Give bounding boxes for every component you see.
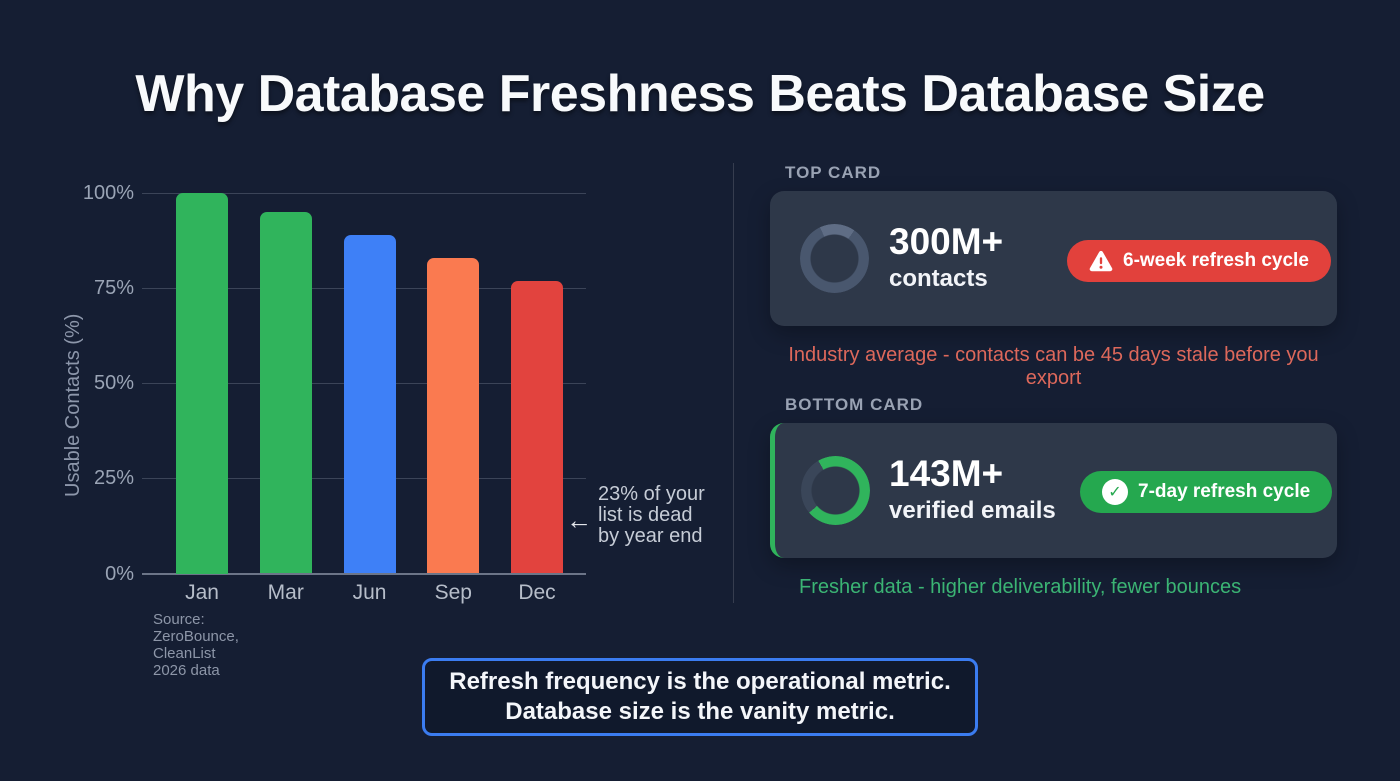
y-tick-label: 25% bbox=[93, 467, 134, 490]
refresh-cycle-ring-gauge bbox=[801, 456, 870, 525]
x-tick-label: Sep bbox=[434, 581, 472, 604]
y-tick-label: 0% bbox=[105, 562, 134, 585]
takeaway-line: Database size is the vanity metric. bbox=[505, 698, 895, 725]
stat-label: contacts bbox=[889, 265, 988, 292]
annotation-line: 23% of your bbox=[598, 483, 705, 505]
bar-jan bbox=[176, 193, 228, 574]
check-circle-icon: ✓ bbox=[1102, 479, 1128, 505]
page-title: Why Database Freshness Beats Database Si… bbox=[135, 65, 1265, 123]
chart-annotation: 23% of your list is dead by year end bbox=[598, 484, 718, 547]
bar-jun bbox=[343, 234, 396, 574]
top-card: 300M+ contacts 6-week refresh cycle bbox=[770, 191, 1337, 326]
x-tick-label: Jun bbox=[352, 581, 387, 604]
annotation-line: list is dead bbox=[598, 504, 693, 526]
bar-mar bbox=[259, 212, 312, 574]
bottom-card-label: BOTTOM CARD bbox=[785, 395, 924, 414]
y-axis-title: Usable Contacts (%) bbox=[62, 313, 84, 497]
gridline bbox=[142, 192, 586, 194]
y-tick-label: 50% bbox=[93, 372, 134, 395]
stat-value: 300M+ bbox=[889, 221, 1004, 262]
top-card-label: TOP CARD bbox=[785, 163, 882, 182]
x-tick-label: Dec bbox=[518, 581, 556, 604]
bar-sep bbox=[427, 257, 480, 574]
takeaway-line: Refresh frequency is the operational met… bbox=[449, 668, 951, 695]
chart-source-note: Source: ZeroBounce, CleanList 2026 data bbox=[153, 611, 239, 679]
x-tick-label: Jan bbox=[185, 581, 219, 604]
x-tick-label: Mar bbox=[267, 581, 304, 604]
y-tick-label: 100% bbox=[82, 182, 134, 204]
bottom-card-stat: 143M+ verified emails bbox=[889, 453, 1056, 527]
badge-text: 6-week refresh cycle bbox=[1123, 250, 1309, 271]
stat-label: verified emails bbox=[889, 497, 1056, 524]
refresh-cycle-badge: 6-week refresh cycle bbox=[1067, 240, 1331, 282]
refresh-cycle-badge: ✓ 7-day refresh cycle bbox=[1080, 471, 1333, 513]
warning-triangle-icon bbox=[1089, 250, 1113, 272]
top-card-stat: 300M+ contacts bbox=[889, 221, 1003, 295]
key-takeaway-box: Refresh frequency is the operational met… bbox=[422, 658, 978, 736]
annotation-line: by year end bbox=[598, 525, 703, 547]
refresh-cycle-ring-gauge bbox=[800, 224, 869, 293]
badge-text: 7-day refresh cycle bbox=[1138, 481, 1311, 502]
left-arrow-icon: ← bbox=[566, 505, 592, 535]
vertical-divider bbox=[733, 163, 734, 603]
x-axis-line bbox=[142, 572, 586, 575]
stat-value: 143M+ bbox=[889, 453, 1004, 494]
bar-dec bbox=[511, 280, 563, 574]
top-card-caption: Industry average - contacts can be 45 da… bbox=[788, 344, 1319, 389]
y-tick-label: 75% bbox=[93, 277, 134, 300]
bottom-card-caption: Fresher data - higher deliverability, fe… bbox=[799, 576, 1242, 598]
bottom-card: 143M+ verified emails ✓ 7-day refresh cy… bbox=[770, 423, 1337, 558]
